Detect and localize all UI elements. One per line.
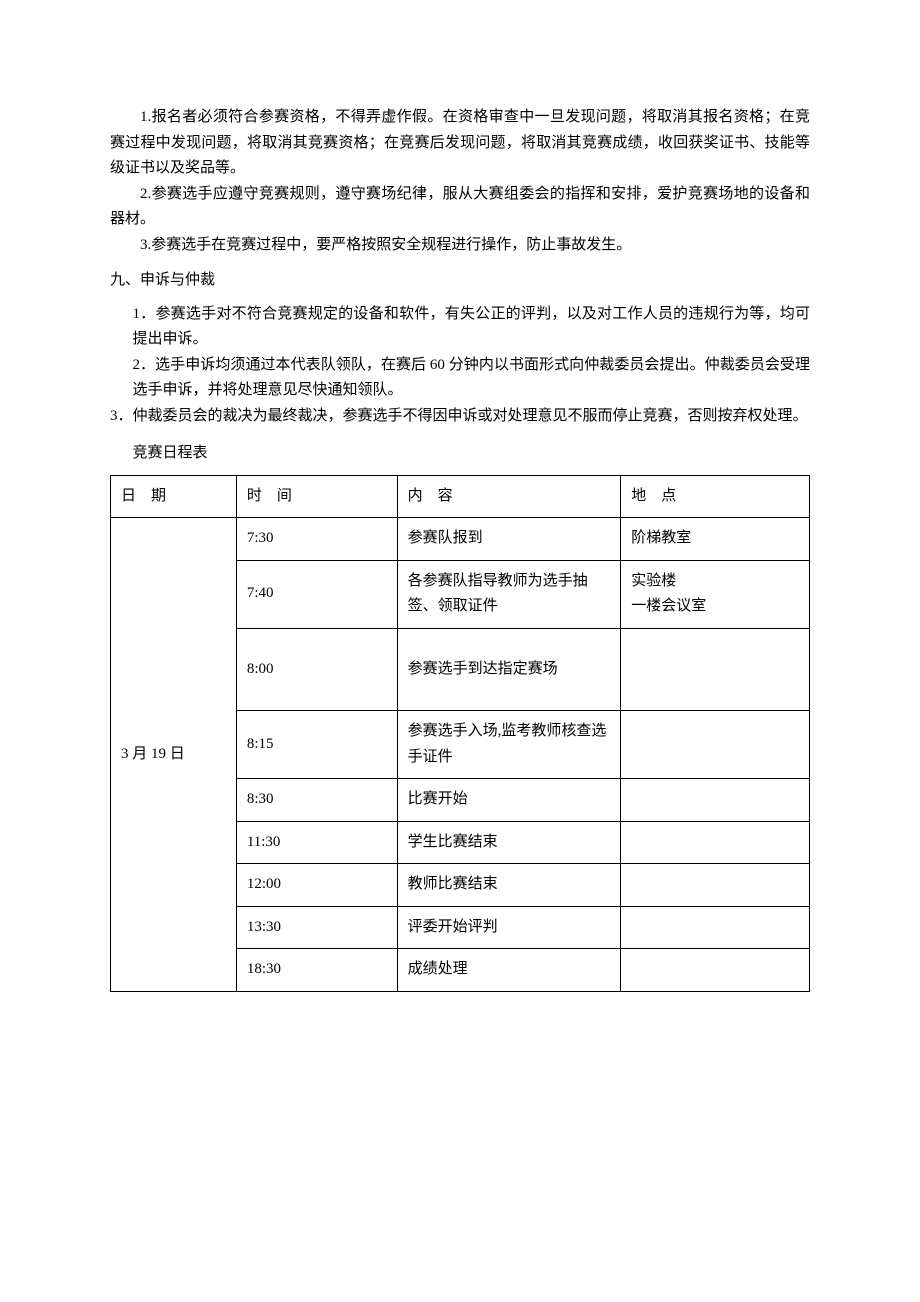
paragraph-1: 1.报名者必须符合参赛资格，不得弄虚作假。在资格审查中一旦发现问题，将取消其报名… (110, 105, 810, 182)
schedule-content-cell: 参赛队报到 (397, 518, 621, 561)
schedule-title: 竞赛日程表 (133, 441, 811, 467)
schedule-location-cell (621, 628, 810, 711)
section-9-body: 1．参赛选手对不符合竞赛规定的设备和软件，有失公正的评判，以及对工作人员的违规行… (110, 302, 810, 430)
schedule-time-cell: 12:00 (236, 864, 397, 907)
paragraph-2: 2.参赛选手应遵守竞赛规则，遵守赛场纪律，服从大赛组委会的指挥和安排，爱护竞赛场… (110, 182, 810, 233)
schedule-location-cell (621, 711, 810, 779)
schedule-time-cell: 8:00 (236, 628, 397, 711)
document-page: 1.报名者必须符合参赛资格，不得弄虚作假。在资格审查中一旦发现问题，将取消其报名… (0, 0, 920, 1052)
schedule-content-cell: 参赛选手到达指定赛场 (397, 628, 621, 711)
schedule-header-content: 内 容 (397, 475, 621, 518)
schedule-table: 日 期 时 间 内 容 地 点 3 月 19 日 7:30 参赛队报到 阶梯教室… (110, 475, 810, 992)
schedule-location-cell: 阶梯教室 (621, 518, 810, 561)
schedule-location-cell (621, 864, 810, 907)
schedule-location-cell (621, 906, 810, 949)
schedule-time-cell: 13:30 (236, 906, 397, 949)
section-9-heading: 九、申诉与仲裁 (110, 268, 810, 294)
schedule-time-cell: 11:30 (236, 821, 397, 864)
schedule-content-cell: 比赛开始 (397, 779, 621, 822)
schedule-header-date: 日 期 (111, 475, 237, 518)
schedule-time-cell: 8:30 (236, 779, 397, 822)
section-9-item-3: 3．仲裁委员会的裁决为最终裁决，参赛选手不得因申诉或对处理意见不服而停止竞赛，否… (110, 404, 810, 430)
schedule-time-cell: 7:30 (236, 518, 397, 561)
schedule-content-cell: 学生比赛结束 (397, 821, 621, 864)
schedule-location-cell: 实验楼 一楼会议室 (621, 560, 810, 628)
section-9-item-2: 2．选手申诉均须通过本代表队领队，在赛后 60 分钟内以书面形式向仲裁委员会提出… (133, 353, 811, 404)
schedule-time-cell: 7:40 (236, 560, 397, 628)
schedule-header-location: 地 点 (621, 475, 810, 518)
section-9-item-1: 1．参赛选手对不符合竞赛规定的设备和软件，有失公正的评判，以及对工作人员的违规行… (133, 302, 811, 353)
schedule-content-cell: 各参赛队指导教师为选手抽签、领取证件 (397, 560, 621, 628)
schedule-content-cell: 教师比赛结束 (397, 864, 621, 907)
paragraph-3: 3.参赛选手在竞赛过程中，要严格按照安全规程进行操作，防止事故发生。 (110, 233, 810, 259)
schedule-header-time: 时 间 (236, 475, 397, 518)
schedule-content-cell: 参赛选手入场,监考教师核查选手证件 (397, 711, 621, 779)
schedule-content-cell: 成绩处理 (397, 949, 621, 992)
schedule-location-cell (621, 949, 810, 992)
schedule-location-cell (621, 779, 810, 822)
schedule-location-cell (621, 821, 810, 864)
schedule-time-cell: 8:15 (236, 711, 397, 779)
schedule-row: 3 月 19 日 7:30 参赛队报到 阶梯教室 (111, 518, 810, 561)
schedule-content-cell: 评委开始评判 (397, 906, 621, 949)
schedule-date-cell: 3 月 19 日 (111, 518, 237, 992)
schedule-time-cell: 18:30 (236, 949, 397, 992)
schedule-header-row: 日 期 时 间 内 容 地 点 (111, 475, 810, 518)
